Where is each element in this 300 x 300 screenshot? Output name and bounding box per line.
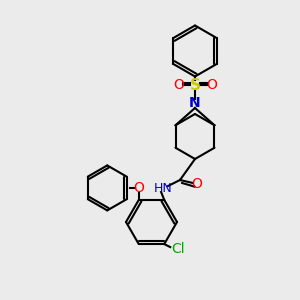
- Text: Cl: Cl: [171, 242, 184, 256]
- Text: O: O: [133, 181, 144, 195]
- Text: O: O: [173, 79, 184, 92]
- Text: O: O: [206, 79, 217, 92]
- Text: S: S: [190, 78, 200, 93]
- Text: N: N: [189, 97, 201, 110]
- Text: HN: HN: [154, 182, 173, 196]
- Text: O: O: [191, 178, 202, 191]
